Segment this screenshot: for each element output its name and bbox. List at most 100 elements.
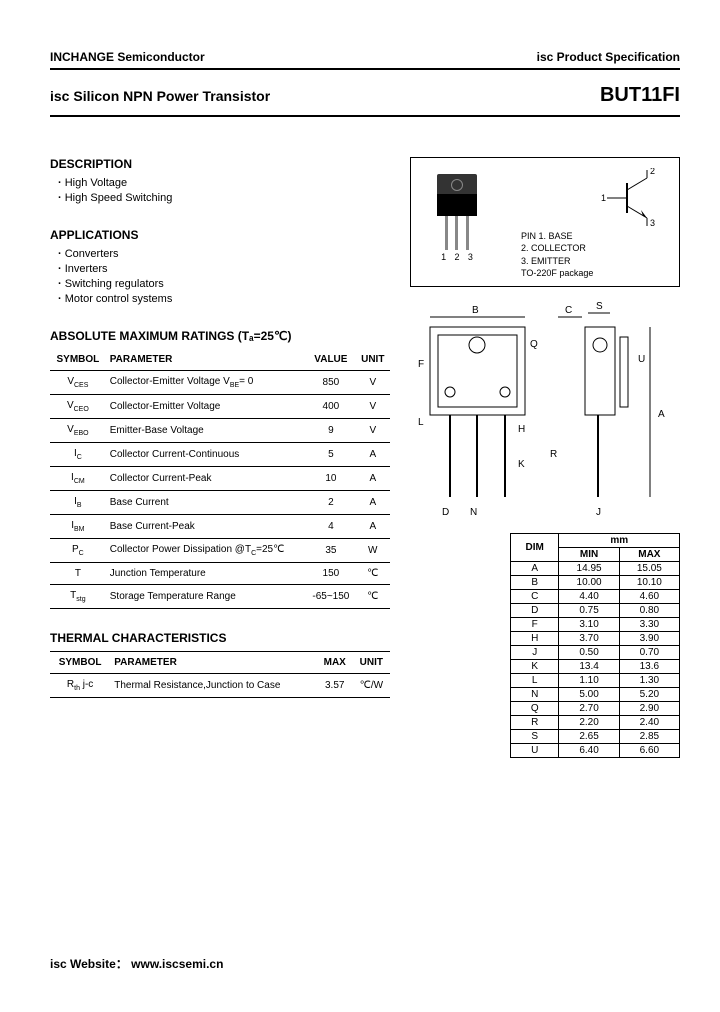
cell-max: 3.30 — [619, 618, 679, 632]
title-bar: isc Silicon NPN Power Transistor BUT11FI — [50, 70, 680, 117]
col-parameter: PARAMETER — [110, 652, 317, 674]
thermal-table: SYMBOL PARAMETER MAX UNIT Rth j-cThermal… — [50, 651, 390, 698]
svg-text:Q: Q — [530, 339, 538, 350]
cell-param: Collector Power Dissipation @TC=25℃ — [106, 539, 306, 563]
col-symbol: SYMBOL — [50, 349, 106, 371]
svg-text:F: F — [418, 359, 424, 370]
cell-min: 4.40 — [559, 590, 619, 604]
cell-max: 15.05 — [619, 562, 679, 576]
col-parameter: PARAMETER — [106, 349, 306, 371]
cell-val: 5 — [306, 443, 355, 467]
part-number: BUT11FI — [600, 84, 680, 107]
pin-num: 3 — [468, 252, 473, 262]
cell-min: 2.70 — [559, 702, 619, 716]
svg-text:N: N — [470, 507, 477, 518]
cell-dim: U — [511, 744, 559, 758]
list-item: Inverters — [58, 263, 390, 275]
cell-min: 5.00 — [559, 688, 619, 702]
cell-unit: ℃ — [356, 563, 390, 585]
cell-unit: A — [356, 443, 390, 467]
mechanical-drawing: B C S Q F L H K D N R J U A — [410, 297, 680, 527]
svg-text:K: K — [518, 459, 525, 470]
cell-min: 3.70 — [559, 632, 619, 646]
cell-dim: Q — [511, 702, 559, 716]
svg-text:J: J — [596, 507, 601, 518]
col-dim: DIM — [511, 534, 559, 562]
cell-dim: D — [511, 604, 559, 618]
cell-max: 2.90 — [619, 702, 679, 716]
thermal-heading: THERMAL CHARACTERISTICS — [50, 631, 390, 645]
cell-param: Junction Temperature — [106, 563, 306, 585]
cell-val: 4 — [306, 515, 355, 539]
cell-val: 35 — [306, 539, 355, 563]
cell-sym: VCEO — [50, 395, 106, 419]
cell-param: Collector-Emitter Voltage — [106, 395, 306, 419]
svg-text:D: D — [442, 507, 449, 518]
cell-param: Base Current — [106, 491, 306, 515]
cell-dim: L — [511, 674, 559, 688]
applications-heading: APPLICATIONS — [50, 228, 390, 242]
col-unit: UNIT — [353, 652, 390, 674]
product-title: isc Silicon NPN Power Transistor — [50, 88, 270, 104]
cell-sym: Tstg — [50, 585, 106, 609]
header-bar: INCHANGE Semiconductor isc Product Speci… — [50, 50, 680, 70]
svg-text:H: H — [518, 424, 525, 435]
cell-max: 3.90 — [619, 632, 679, 646]
cell-min: 0.50 — [559, 646, 619, 660]
cell-param: Thermal Resistance,Junction to Case — [110, 674, 317, 698]
cell-max: 2.40 — [619, 716, 679, 730]
cell-dim: K — [511, 660, 559, 674]
cell-dim: N — [511, 688, 559, 702]
pin-legend: TO-220F package — [521, 267, 593, 280]
list-item: High Speed Switching — [58, 192, 390, 204]
cell-dim: C — [511, 590, 559, 604]
cell-unit: V — [356, 395, 390, 419]
cell-param: Collector-Emitter Voltage VBE= 0 — [106, 371, 306, 395]
pin-legend: 2. COLLECTOR — [521, 242, 593, 255]
footer: isc Website： www.iscsemi.cn — [50, 955, 223, 972]
pin-legend: PIN 1. BASE — [521, 230, 593, 243]
cell-unit: A — [356, 467, 390, 491]
cell-val: -65~150 — [306, 585, 355, 609]
pin-num: 2 — [454, 252, 459, 262]
cell-val: 3.57 — [317, 674, 353, 698]
list-item: High Voltage — [58, 177, 390, 189]
cell-min: 14.95 — [559, 562, 619, 576]
cell-min: 0.75 — [559, 604, 619, 618]
col-min: MIN — [559, 548, 619, 562]
svg-text:B: B — [472, 305, 479, 316]
cell-param: Collector Current-Peak — [106, 467, 306, 491]
col-symbol: SYMBOL — [50, 652, 110, 674]
cell-unit: V — [356, 371, 390, 395]
cell-min: 2.65 — [559, 730, 619, 744]
applications-list: Converters Inverters Switching regulator… — [58, 248, 390, 305]
cell-val: 9 — [306, 419, 355, 443]
cell-min: 3.10 — [559, 618, 619, 632]
cell-min: 1.10 — [559, 674, 619, 688]
cell-max: 13.6 — [619, 660, 679, 674]
cell-max: 2.85 — [619, 730, 679, 744]
cell-sym: VCES — [50, 371, 106, 395]
cell-min: 2.20 — [559, 716, 619, 730]
description-heading: DESCRIPTION — [50, 157, 390, 171]
cell-max: 0.80 — [619, 604, 679, 618]
footer-url: www.iscsemi.cn — [131, 957, 223, 971]
cell-min: 10.00 — [559, 576, 619, 590]
cell-dim: J — [511, 646, 559, 660]
svg-text:3: 3 — [650, 218, 655, 228]
package-diagram: 1 2 3 1 2 3 — [410, 157, 680, 287]
cell-param: Collector Current-Continuous — [106, 443, 306, 467]
cell-unit: V — [356, 419, 390, 443]
spec-label: isc Product Specification — [537, 50, 680, 64]
cell-val: 2 — [306, 491, 355, 515]
cell-unit: A — [356, 515, 390, 539]
cell-dim: F — [511, 618, 559, 632]
cell-max: 0.70 — [619, 646, 679, 660]
cell-dim: S — [511, 730, 559, 744]
list-item: Converters — [58, 248, 390, 260]
cell-dim: H — [511, 632, 559, 646]
cell-sym: T — [50, 563, 106, 585]
ratings-heading: ABSOLUTE MAXIMUM RATINGS (Tₐ=25℃) — [50, 329, 390, 343]
pin-num: 1 — [441, 252, 446, 262]
unit-mm: mm — [559, 534, 680, 548]
